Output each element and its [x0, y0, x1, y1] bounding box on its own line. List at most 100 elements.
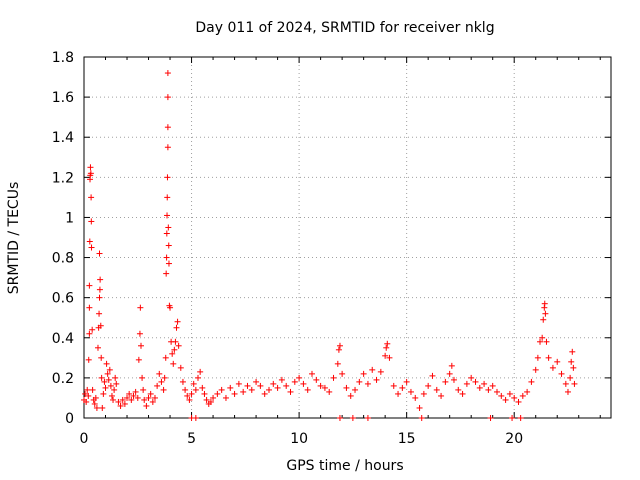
- data-point: [96, 250, 103, 257]
- data-point: [377, 368, 384, 375]
- data-point: [165, 242, 172, 249]
- y-axis-label: SRMTID / TECUs: [6, 182, 22, 295]
- data-point: [506, 390, 513, 397]
- data-point: [84, 386, 91, 393]
- data-point: [291, 378, 298, 385]
- data-point: [188, 390, 195, 397]
- data-point: [240, 388, 247, 395]
- data-point: [99, 404, 106, 411]
- data-point: [128, 396, 135, 403]
- data-point: [162, 354, 169, 361]
- data-point: [369, 366, 376, 373]
- data-point: [201, 390, 208, 397]
- data-point: [141, 396, 148, 403]
- data-point: [399, 384, 406, 391]
- data-point: [517, 415, 524, 421]
- data-point: [395, 390, 402, 397]
- data-point: [83, 398, 90, 405]
- data-point: [214, 390, 221, 397]
- data-point: [197, 368, 204, 375]
- data-point: [554, 358, 561, 365]
- data-point: [416, 404, 423, 411]
- data-point: [253, 378, 260, 385]
- data-point: [164, 124, 171, 131]
- data-point: [86, 238, 93, 245]
- data-point: [184, 392, 191, 399]
- data-point: [343, 384, 350, 391]
- data-point: [132, 388, 139, 395]
- data-point: [203, 396, 210, 403]
- data-point: [85, 356, 92, 363]
- y-tick-label: 1.6: [52, 90, 74, 106]
- data-point: [349, 415, 356, 421]
- data-point: [160, 386, 167, 393]
- data-point: [126, 390, 133, 397]
- data-point: [151, 394, 158, 401]
- y-tick-label: 0.4: [52, 331, 74, 347]
- data-point: [568, 358, 575, 365]
- data-point: [364, 415, 371, 421]
- data-point: [110, 396, 117, 403]
- data-point: [448, 362, 455, 369]
- data-point: [476, 384, 483, 391]
- data-point: [97, 322, 104, 329]
- data-point: [498, 392, 505, 399]
- data-point: [165, 260, 172, 267]
- data-point: [528, 378, 535, 385]
- data-point: [352, 386, 359, 393]
- data-point: [101, 378, 108, 385]
- data-point: [257, 382, 264, 389]
- data-point: [164, 194, 171, 201]
- data-point: [89, 326, 96, 333]
- y-tick-label: 1.2: [52, 170, 74, 186]
- data-point: [509, 415, 516, 421]
- data-point: [171, 346, 178, 353]
- data-point: [360, 370, 367, 377]
- data-point: [373, 376, 380, 383]
- data-point: [210, 394, 217, 401]
- data-point: [407, 388, 414, 395]
- data-point: [179, 378, 186, 385]
- data-point: [199, 384, 206, 391]
- data-point: [140, 386, 147, 393]
- data-point: [231, 390, 238, 397]
- data-point: [147, 390, 154, 397]
- data-point: [382, 352, 389, 359]
- data-point: [384, 340, 391, 347]
- data-point: [339, 370, 346, 377]
- data-point: [274, 384, 281, 391]
- data-point: [287, 388, 294, 395]
- data-point: [218, 386, 225, 393]
- data-point: [558, 370, 565, 377]
- data-point: [420, 390, 427, 397]
- data-point: [313, 376, 320, 383]
- data-point: [88, 194, 95, 201]
- data-point: [455, 386, 462, 393]
- data-point: [244, 382, 251, 389]
- data-point: [335, 346, 342, 353]
- data-point: [487, 415, 494, 421]
- data-point: [164, 174, 171, 181]
- data-point: [334, 360, 341, 367]
- data-point: [106, 366, 113, 373]
- data-point: [571, 380, 578, 387]
- data-point: [104, 370, 111, 377]
- data-point: [446, 370, 453, 377]
- data-point: [192, 415, 199, 421]
- data-point: [386, 354, 393, 361]
- data-point: [156, 370, 163, 377]
- data-point: [143, 402, 150, 409]
- data-point: [515, 398, 522, 405]
- data-point: [93, 404, 100, 411]
- data-point: [192, 386, 199, 393]
- plot-frame: [83, 56, 612, 419]
- data-point: [145, 394, 152, 401]
- data-point: [149, 398, 156, 405]
- data-point: [489, 382, 496, 389]
- data-point: [278, 376, 285, 383]
- data-point: [519, 392, 526, 399]
- data-point: [227, 384, 234, 391]
- data-point: [87, 164, 94, 171]
- data-point: [326, 388, 333, 395]
